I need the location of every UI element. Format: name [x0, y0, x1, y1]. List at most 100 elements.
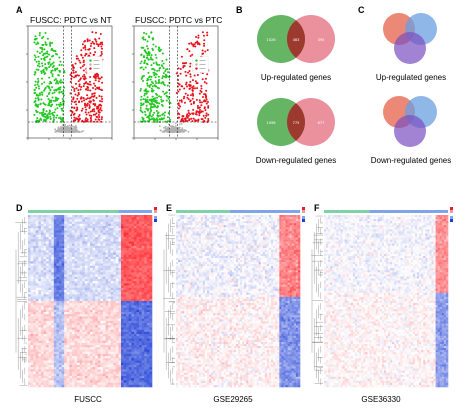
heatmap-cell — [133, 263, 137, 267]
heatmap-cell — [51, 349, 55, 353]
volcano-point-down — [33, 38, 36, 41]
heatmap-cell — [79, 234, 83, 238]
heatmap-cell — [118, 360, 122, 364]
heatmap-cell — [82, 254, 86, 258]
volcano-point-up — [77, 57, 80, 60]
volcano-point-up — [79, 66, 82, 69]
heatmap-cell — [139, 250, 142, 253]
heatmap-cell — [33, 294, 37, 297]
heatmap-cell — [136, 267, 140, 271]
heatmap-cell — [105, 219, 109, 222]
heatmap-cell — [126, 270, 130, 273]
heatmap-cell — [102, 259, 106, 262]
heatmap-cell — [38, 278, 42, 282]
heatmap-cell — [53, 338, 57, 341]
heatmap-cell — [30, 342, 34, 346]
heatmap-cell — [136, 252, 140, 255]
heatmap-cell — [146, 294, 150, 297]
heatmap-cell — [121, 232, 124, 236]
heatmap-cell — [61, 305, 65, 308]
heatmap-cell — [66, 353, 70, 357]
heatmap-cell — [118, 351, 122, 355]
heatmap-cell — [59, 318, 62, 322]
heatmap-cell — [90, 278, 93, 282]
heatmap-cell — [71, 287, 75, 291]
heatmap-cell — [53, 283, 57, 286]
heatmap-cell — [28, 234, 31, 238]
heatmap-cell — [82, 298, 86, 302]
heatmap-cell — [141, 298, 145, 302]
heatmap-cell — [100, 239, 104, 242]
heatmap-cell — [33, 327, 37, 330]
volcano-point-down — [145, 92, 148, 95]
heatmap-cell — [102, 281, 106, 284]
volcano-point-down — [147, 50, 150, 53]
heatmap-cell — [64, 345, 68, 348]
heatmap-cell — [113, 265, 117, 269]
heatmap-cell — [69, 221, 73, 225]
heatmap-cell — [33, 241, 37, 244]
volcano-point-down — [141, 37, 144, 40]
heatmap-cell — [84, 223, 88, 227]
heatmap-cell — [30, 261, 34, 264]
heatmap-cell — [74, 285, 78, 289]
heatmap-cell — [118, 285, 122, 289]
heatmap-cell — [66, 256, 70, 260]
heatmap-cell — [46, 278, 49, 282]
heatmap-cell — [141, 215, 145, 218]
heatmap-cell — [48, 309, 52, 313]
heatmap-cell — [61, 276, 65, 280]
heatmap-cell — [92, 237, 96, 240]
heatmap-cell — [43, 351, 47, 355]
heatmap-cell — [123, 316, 127, 319]
heatmap-cell — [97, 287, 101, 291]
heatmap-cell — [35, 289, 39, 293]
heatmap-cell — [66, 307, 70, 311]
heatmap-cell — [48, 338, 52, 341]
heatmap-cell — [46, 245, 49, 249]
heatmap-cell — [123, 345, 127, 348]
volcano-point-up — [187, 109, 190, 112]
heatmap-cell — [61, 294, 65, 297]
heatmap-cell — [141, 217, 145, 220]
heatmap-cell — [28, 336, 31, 339]
heatmap-cell — [77, 294, 80, 297]
volcano-point-up — [92, 99, 95, 102]
heatmap-cell — [115, 256, 119, 260]
heatmap-cell — [43, 234, 47, 238]
volcano-point-up — [80, 53, 83, 56]
heatmap-cell — [141, 230, 145, 233]
heatmap-cell — [128, 327, 132, 330]
heatmap-cell — [128, 217, 132, 220]
heatmap-cell — [141, 261, 145, 264]
volcano-point-up — [205, 95, 208, 98]
heatmap-cell — [123, 217, 127, 220]
heatmap-cell — [133, 345, 137, 348]
heatmap-cell — [53, 336, 57, 339]
heatmap-cell — [84, 301, 88, 304]
heatmap-cell — [71, 276, 75, 280]
heatmap-cell — [79, 248, 83, 251]
heatmap-cell — [46, 226, 49, 229]
heatmap-cell — [133, 287, 137, 291]
heatmap-cell — [30, 305, 34, 308]
heatmap-cell — [71, 226, 75, 229]
heatmap-cell — [146, 241, 150, 244]
heatmap-cell — [136, 221, 140, 225]
volcano-point-down — [161, 60, 164, 63]
volcano-point-down — [46, 116, 49, 119]
heatmap-cell — [123, 230, 127, 233]
heatmap-cell — [100, 250, 104, 253]
heatmap-cell — [146, 239, 150, 242]
heatmap-cell — [108, 265, 111, 269]
heatmap-cell — [40, 305, 44, 308]
heatmap-cell — [61, 215, 65, 218]
heatmap-cell — [136, 298, 140, 302]
volcano-point-up — [89, 52, 92, 55]
volcano-point-up — [71, 111, 74, 114]
heatmap-cell — [141, 274, 145, 278]
heatmap-cell — [66, 215, 70, 218]
heatmap-cell — [61, 331, 65, 335]
heatmap-cell — [40, 307, 44, 311]
heatmap-cell — [97, 256, 101, 260]
